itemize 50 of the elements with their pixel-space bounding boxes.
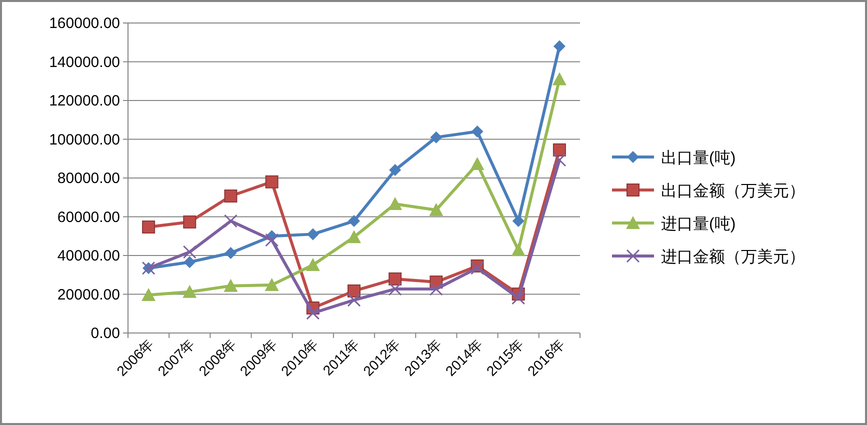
point xyxy=(264,278,279,291)
point xyxy=(388,196,402,210)
point xyxy=(348,215,360,228)
point xyxy=(306,258,320,271)
point xyxy=(389,164,402,176)
y-tick-label: 80000.00 xyxy=(57,170,120,187)
point xyxy=(471,126,484,138)
point xyxy=(182,284,197,298)
point xyxy=(388,282,402,296)
y-tick-label: 100000.00 xyxy=(49,131,120,148)
point xyxy=(142,288,156,302)
point xyxy=(183,215,196,228)
point xyxy=(306,228,319,240)
point xyxy=(470,261,484,275)
point xyxy=(347,293,361,307)
y-tick-label: 140000.00 xyxy=(49,54,120,71)
point xyxy=(552,72,566,86)
point xyxy=(430,131,442,144)
point xyxy=(552,153,566,167)
point xyxy=(512,291,526,305)
point xyxy=(388,272,402,286)
y-tick-label: 0.00 xyxy=(90,325,120,342)
legend-label: 出口量(吨) xyxy=(661,149,736,167)
point xyxy=(265,175,278,188)
point xyxy=(511,243,526,256)
point xyxy=(429,282,443,296)
point xyxy=(224,214,238,228)
point xyxy=(306,306,320,320)
point xyxy=(265,233,279,247)
legend-label: 进口金额（万美元） xyxy=(661,248,805,266)
point xyxy=(348,284,360,298)
point xyxy=(224,190,238,203)
y-tick-label: 160000.00 xyxy=(49,15,120,32)
point xyxy=(512,215,524,228)
y-tick-label: 60000.00 xyxy=(57,208,120,226)
point xyxy=(470,157,484,170)
point xyxy=(553,40,566,52)
y-tick-label: 40000.00 xyxy=(57,248,120,264)
point xyxy=(224,278,238,292)
legend-label: 进口量(吨) xyxy=(661,215,736,233)
y-tick-label: 120000.00 xyxy=(49,92,120,110)
point xyxy=(224,246,237,259)
legend-label: 出口金额（万美元） xyxy=(661,182,805,200)
point xyxy=(552,143,566,156)
point xyxy=(347,230,361,244)
y-tick-label: 20000.00 xyxy=(57,286,120,304)
point xyxy=(142,220,156,234)
point xyxy=(429,202,444,216)
point xyxy=(182,245,196,259)
point xyxy=(184,256,196,268)
